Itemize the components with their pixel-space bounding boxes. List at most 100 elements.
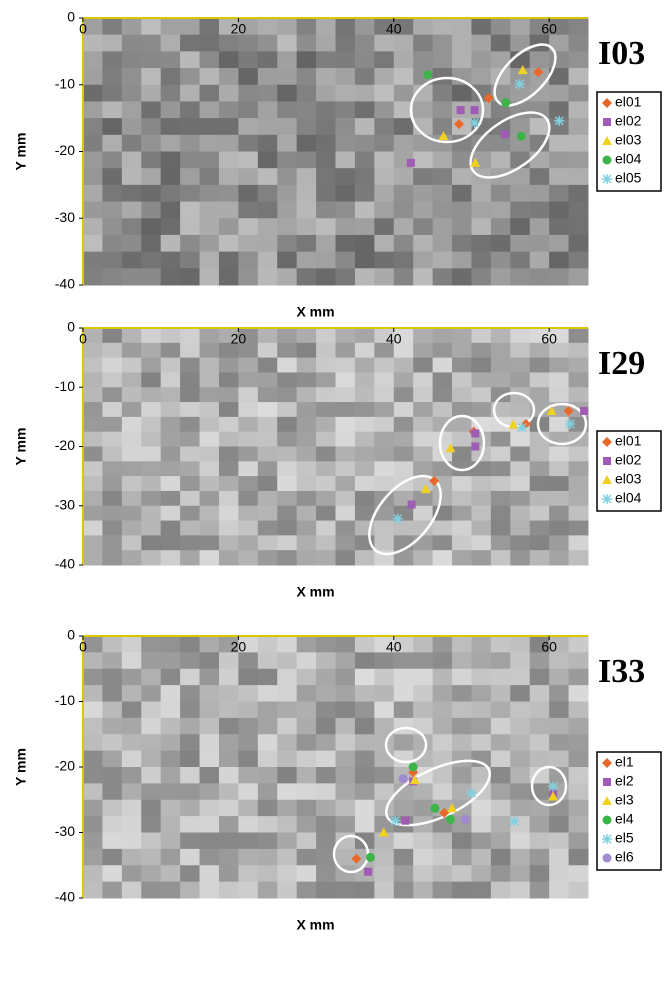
background-cell bbox=[238, 234, 259, 253]
marker-triangle bbox=[508, 419, 519, 429]
background-cell bbox=[393, 717, 414, 735]
background-cell bbox=[529, 520, 550, 536]
background-cell bbox=[432, 685, 453, 702]
background-cell bbox=[432, 848, 453, 866]
background-cell bbox=[471, 387, 492, 403]
background-cell bbox=[549, 101, 570, 119]
background-cell bbox=[316, 505, 336, 522]
background-cell bbox=[568, 51, 589, 69]
background-cell bbox=[257, 402, 278, 418]
background-cell bbox=[141, 461, 162, 477]
background-cell bbox=[141, 668, 162, 686]
background-cell bbox=[568, 328, 589, 344]
background-cell bbox=[102, 701, 123, 719]
background-cell bbox=[490, 750, 511, 768]
background-cell bbox=[160, 151, 181, 169]
background-cell bbox=[471, 550, 492, 566]
background-cell bbox=[160, 832, 181, 850]
background-cell bbox=[141, 51, 162, 69]
background-cell bbox=[316, 750, 336, 768]
background-cell bbox=[121, 328, 142, 344]
background-cell bbox=[277, 636, 298, 653]
background-cell bbox=[83, 685, 103, 702]
background-cell bbox=[413, 535, 434, 551]
background-cell bbox=[471, 218, 492, 236]
background-cell bbox=[452, 234, 472, 253]
background-cell bbox=[238, 734, 259, 752]
background-cell bbox=[374, 461, 395, 477]
background-cell bbox=[141, 201, 162, 219]
background-cell bbox=[393, 402, 414, 418]
background-cell bbox=[490, 816, 511, 833]
background-cell bbox=[121, 767, 142, 784]
background-cell bbox=[257, 387, 278, 403]
background-cell bbox=[549, 520, 570, 536]
background-cell bbox=[316, 268, 336, 286]
background-cell bbox=[238, 134, 259, 152]
background-cell bbox=[510, 34, 531, 52]
chart-title: I29 bbox=[598, 345, 645, 382]
background-cell bbox=[180, 18, 201, 36]
background-cell bbox=[335, 652, 356, 670]
background-cell bbox=[490, 865, 511, 883]
background-cell bbox=[413, 268, 434, 286]
x-tick-label: 20 bbox=[231, 331, 247, 347]
background-cell bbox=[218, 134, 239, 152]
background-cell bbox=[335, 550, 356, 566]
background-cell bbox=[218, 18, 239, 36]
background-cell bbox=[180, 446, 201, 462]
background-cell bbox=[354, 668, 375, 686]
background-cell bbox=[452, 218, 472, 236]
background-cell bbox=[102, 848, 123, 866]
background-cell bbox=[549, 832, 570, 850]
background-cell bbox=[374, 51, 395, 69]
background-cell bbox=[374, 251, 395, 269]
background-cell bbox=[490, 446, 511, 462]
background-cell bbox=[568, 168, 589, 186]
background-cell bbox=[83, 490, 103, 507]
background-cell bbox=[374, 636, 395, 653]
background-cell bbox=[238, 476, 259, 492]
background-cell bbox=[83, 717, 103, 735]
background-cell bbox=[160, 767, 181, 784]
background-cell bbox=[413, 865, 434, 883]
marker-square bbox=[603, 457, 611, 465]
background-cell bbox=[277, 416, 298, 433]
background-cell bbox=[141, 767, 162, 784]
background-cell bbox=[452, 68, 472, 86]
y-tick-label: -40 bbox=[55, 889, 75, 905]
background-cell bbox=[316, 668, 336, 686]
background-cell bbox=[490, 734, 511, 752]
background-cell bbox=[490, 881, 511, 899]
background-cell bbox=[277, 520, 298, 536]
background-cell bbox=[121, 446, 142, 462]
background-cell bbox=[238, 101, 259, 119]
background-cell bbox=[354, 268, 375, 286]
background-cell bbox=[199, 535, 220, 551]
background-cell bbox=[510, 372, 531, 388]
background-cell bbox=[490, 848, 511, 866]
background-cell bbox=[199, 652, 220, 670]
background-cell bbox=[296, 685, 317, 702]
background-cell bbox=[510, 767, 531, 784]
background-cell bbox=[199, 717, 220, 735]
background-cell bbox=[199, 476, 220, 492]
background-cell bbox=[335, 118, 356, 136]
background-cell bbox=[432, 783, 453, 801]
background-cell bbox=[452, 402, 472, 418]
background-cell bbox=[180, 168, 201, 186]
background-cell bbox=[199, 151, 220, 169]
background-cell bbox=[141, 18, 162, 36]
background-cell bbox=[393, 268, 414, 286]
background-cell bbox=[490, 717, 511, 735]
background-cell bbox=[413, 799, 434, 817]
background-cell bbox=[393, 34, 414, 52]
background-cell bbox=[296, 328, 317, 344]
background-cell bbox=[296, 372, 317, 388]
background-cell bbox=[102, 550, 123, 566]
background-cell bbox=[277, 68, 298, 86]
background-cell bbox=[316, 520, 336, 536]
background-cell bbox=[218, 402, 239, 418]
background-cell bbox=[374, 799, 395, 817]
background-cell bbox=[549, 251, 570, 269]
